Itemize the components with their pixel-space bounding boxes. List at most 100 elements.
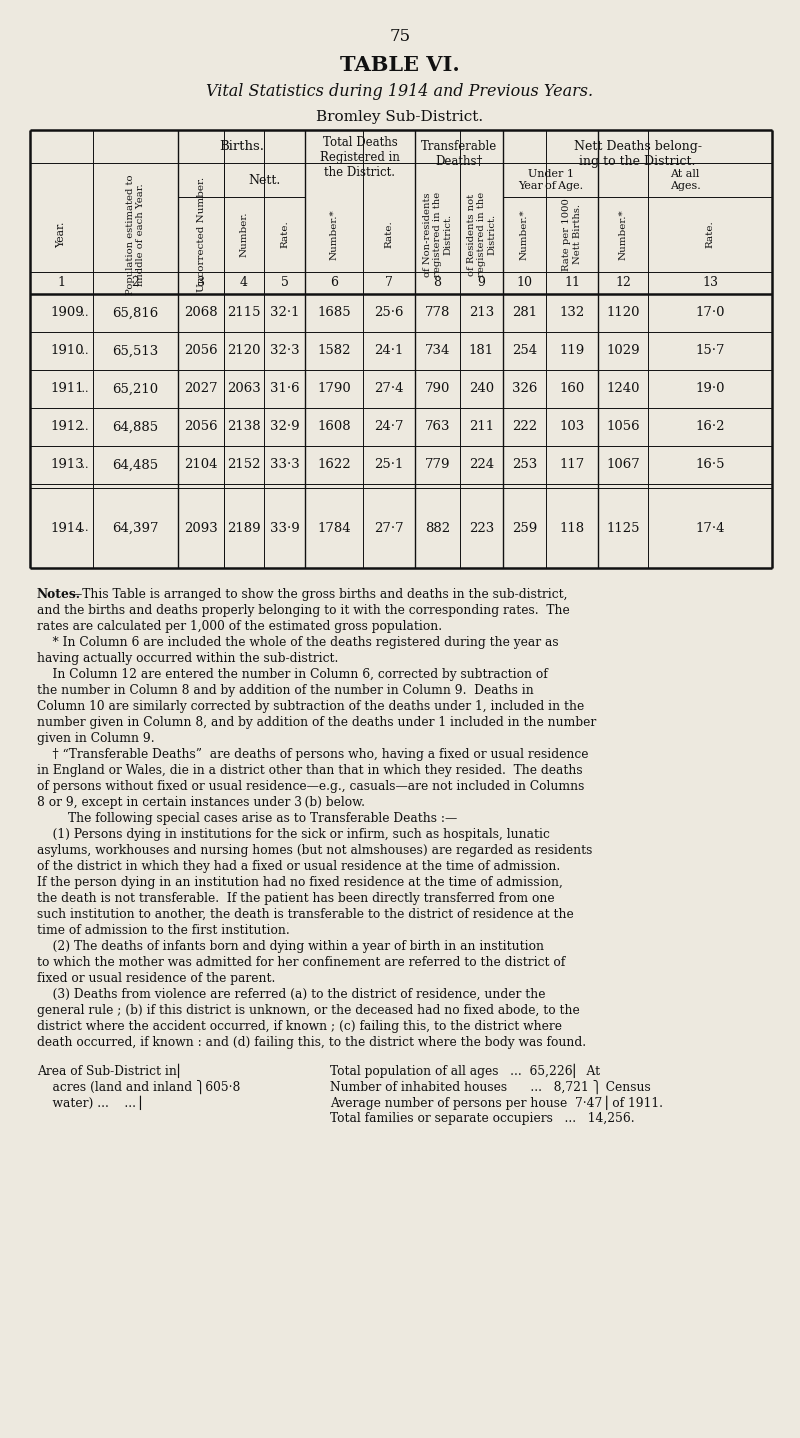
Text: 3: 3 — [197, 276, 205, 289]
Text: At all
Ages.: At all Ages. — [670, 170, 700, 191]
Text: the number in Column 8 and by addition of the number in Column 9.  Deaths in: the number in Column 8 and by addition o… — [37, 684, 534, 697]
Text: 8 or 9, except in certain instances under 3 (b) below.: 8 or 9, except in certain instances unde… — [37, 797, 365, 810]
Text: Vital Statistics during 1914 and Previous Years.: Vital Statistics during 1914 and Previou… — [206, 83, 594, 101]
Text: 13: 13 — [702, 276, 718, 289]
Text: (2) The deaths of infants born and dying within a year of birth in an institutio: (2) The deaths of infants born and dying… — [37, 940, 544, 953]
Text: Total Deaths
Registered in
the District.: Total Deaths Registered in the District. — [320, 137, 400, 178]
Text: 19·0: 19·0 — [695, 383, 725, 395]
Text: 27·7: 27·7 — [374, 522, 404, 535]
Text: Total population of all ages   ...  65,226⎜  At: Total population of all ages ... 65,226⎜… — [330, 1064, 600, 1078]
Text: 2115: 2115 — [227, 306, 261, 319]
Text: 16·2: 16·2 — [695, 420, 725, 433]
Text: 2063: 2063 — [227, 383, 261, 395]
Text: 1240: 1240 — [606, 383, 640, 395]
Text: Nett.: Nett. — [248, 174, 281, 187]
Text: 64,397: 64,397 — [112, 522, 158, 535]
Text: 222: 222 — [512, 420, 537, 433]
Text: 1608: 1608 — [317, 420, 351, 433]
Text: Area of Sub-District in⎜: Area of Sub-District in⎜ — [37, 1064, 183, 1078]
Text: 33·3: 33·3 — [270, 459, 299, 472]
Text: * In Column 6 are included the whole of the deaths registered during the year as: * In Column 6 are included the whole of … — [37, 636, 558, 649]
Text: 281: 281 — [512, 306, 537, 319]
Text: Number.: Number. — [239, 211, 249, 257]
Text: and the births and deaths properly belonging to it with the corresponding rates.: and the births and deaths properly belon… — [37, 604, 570, 617]
Text: 2056: 2056 — [184, 420, 218, 433]
Text: 1685: 1685 — [317, 306, 351, 319]
Text: 259: 259 — [512, 522, 537, 535]
Text: 64,885: 64,885 — [113, 420, 158, 433]
Text: 4: 4 — [240, 276, 248, 289]
Text: 224: 224 — [469, 459, 494, 472]
Text: 1790: 1790 — [317, 383, 351, 395]
Text: 7: 7 — [385, 276, 393, 289]
Text: 1784: 1784 — [317, 522, 351, 535]
Text: 223: 223 — [469, 522, 494, 535]
Text: (1) Persons dying in institutions for the sick or infirm, such as hospitals, lun: (1) Persons dying in institutions for th… — [37, 828, 550, 841]
Text: Number.*: Number.* — [330, 209, 338, 260]
Text: 27·4: 27·4 — [374, 383, 404, 395]
Text: 240: 240 — [469, 383, 494, 395]
Text: TABLE VI.: TABLE VI. — [340, 55, 460, 75]
Text: 31·6: 31·6 — [270, 383, 299, 395]
Text: 882: 882 — [425, 522, 450, 535]
Text: —This Table is arranged to show the gross births and deaths in the sub-district,: —This Table is arranged to show the gros… — [70, 588, 567, 601]
Text: 2189: 2189 — [227, 522, 261, 535]
Text: 24·1: 24·1 — [374, 345, 404, 358]
Text: 17·0: 17·0 — [695, 306, 725, 319]
Text: of persons without fixed or usual residence—e.g., casuals—are not included in Co: of persons without fixed or usual reside… — [37, 779, 584, 792]
Text: 103: 103 — [559, 420, 585, 433]
Text: Number of inhabited houses      ...   8,721 ⎫ Census: Number of inhabited houses ... 8,721 ⎫ C… — [330, 1080, 650, 1094]
Text: 211: 211 — [469, 420, 494, 433]
Text: 213: 213 — [469, 306, 494, 319]
Text: of the district in which they had a fixed or usual residence at the time of admi: of the district in which they had a fixe… — [37, 860, 560, 873]
Text: 8: 8 — [434, 276, 442, 289]
Text: 160: 160 — [559, 383, 585, 395]
Text: 17·4: 17·4 — [695, 522, 725, 535]
Text: the death is not transferable.  If the patient has been directly transferred fro: the death is not transferable. If the pa… — [37, 892, 554, 905]
Text: 65,210: 65,210 — [113, 383, 158, 395]
Text: 181: 181 — [469, 345, 494, 358]
Text: 32·9: 32·9 — [270, 420, 299, 433]
Text: ...: ... — [78, 384, 89, 394]
Text: to which the mother was admitted for her confinement are referred to the distric: to which the mother was admitted for her… — [37, 956, 566, 969]
Text: 2056: 2056 — [184, 345, 218, 358]
Text: 1909: 1909 — [50, 306, 84, 319]
Text: 1913: 1913 — [50, 459, 84, 472]
Text: 65,816: 65,816 — [112, 306, 158, 319]
Text: 1622: 1622 — [317, 459, 351, 472]
Text: 24·7: 24·7 — [374, 420, 404, 433]
Text: 763: 763 — [425, 420, 450, 433]
Text: 119: 119 — [559, 345, 585, 358]
Text: 25·1: 25·1 — [374, 459, 404, 472]
Text: Average number of persons per house  7·47⎟ of 1911.: Average number of persons per house 7·47… — [330, 1096, 663, 1110]
Text: Uncorrected Number.: Uncorrected Number. — [197, 177, 206, 292]
Text: ...: ... — [78, 460, 89, 470]
Text: 1912: 1912 — [50, 420, 84, 433]
Text: 1125: 1125 — [606, 522, 640, 535]
Text: 790: 790 — [425, 383, 450, 395]
Text: 11: 11 — [564, 276, 580, 289]
Text: time of admission to the first institution.: time of admission to the first instituti… — [37, 925, 290, 938]
Text: Population estimated to
middle of each Year.: Population estimated to middle of each Y… — [126, 174, 146, 295]
Text: If the person dying in an institution had no fixed residence at the time of admi: If the person dying in an institution ha… — [37, 876, 563, 889]
Text: of Residents not
registered in the
District.: of Residents not registered in the Distr… — [466, 191, 496, 278]
Text: 2152: 2152 — [227, 459, 261, 472]
Text: Number.*: Number.* — [520, 209, 529, 260]
Text: 1120: 1120 — [606, 306, 640, 319]
Text: Births.: Births. — [219, 139, 264, 152]
Text: 6: 6 — [330, 276, 338, 289]
Text: 254: 254 — [512, 345, 537, 358]
Text: 779: 779 — [425, 459, 450, 472]
Text: 2093: 2093 — [184, 522, 218, 535]
Text: Rate per 1000
Nett Births.: Rate per 1000 Nett Births. — [562, 198, 582, 270]
Text: 2138: 2138 — [227, 420, 261, 433]
Text: water) ...    ...⎟: water) ... ...⎟ — [37, 1096, 142, 1110]
Text: Column 10 are similarly corrected by subtraction of the deaths under 1, included: Column 10 are similarly corrected by sub… — [37, 700, 584, 713]
Text: 2027: 2027 — [184, 383, 218, 395]
Text: 12: 12 — [615, 276, 631, 289]
Text: 2104: 2104 — [184, 459, 218, 472]
Text: Rate.: Rate. — [280, 220, 289, 249]
Text: general rule ; (b) if this district is unknown, or the deceased had no fixed abo: general rule ; (b) if this district is u… — [37, 1004, 580, 1017]
Text: ...: ... — [78, 523, 89, 533]
Text: 10: 10 — [517, 276, 533, 289]
